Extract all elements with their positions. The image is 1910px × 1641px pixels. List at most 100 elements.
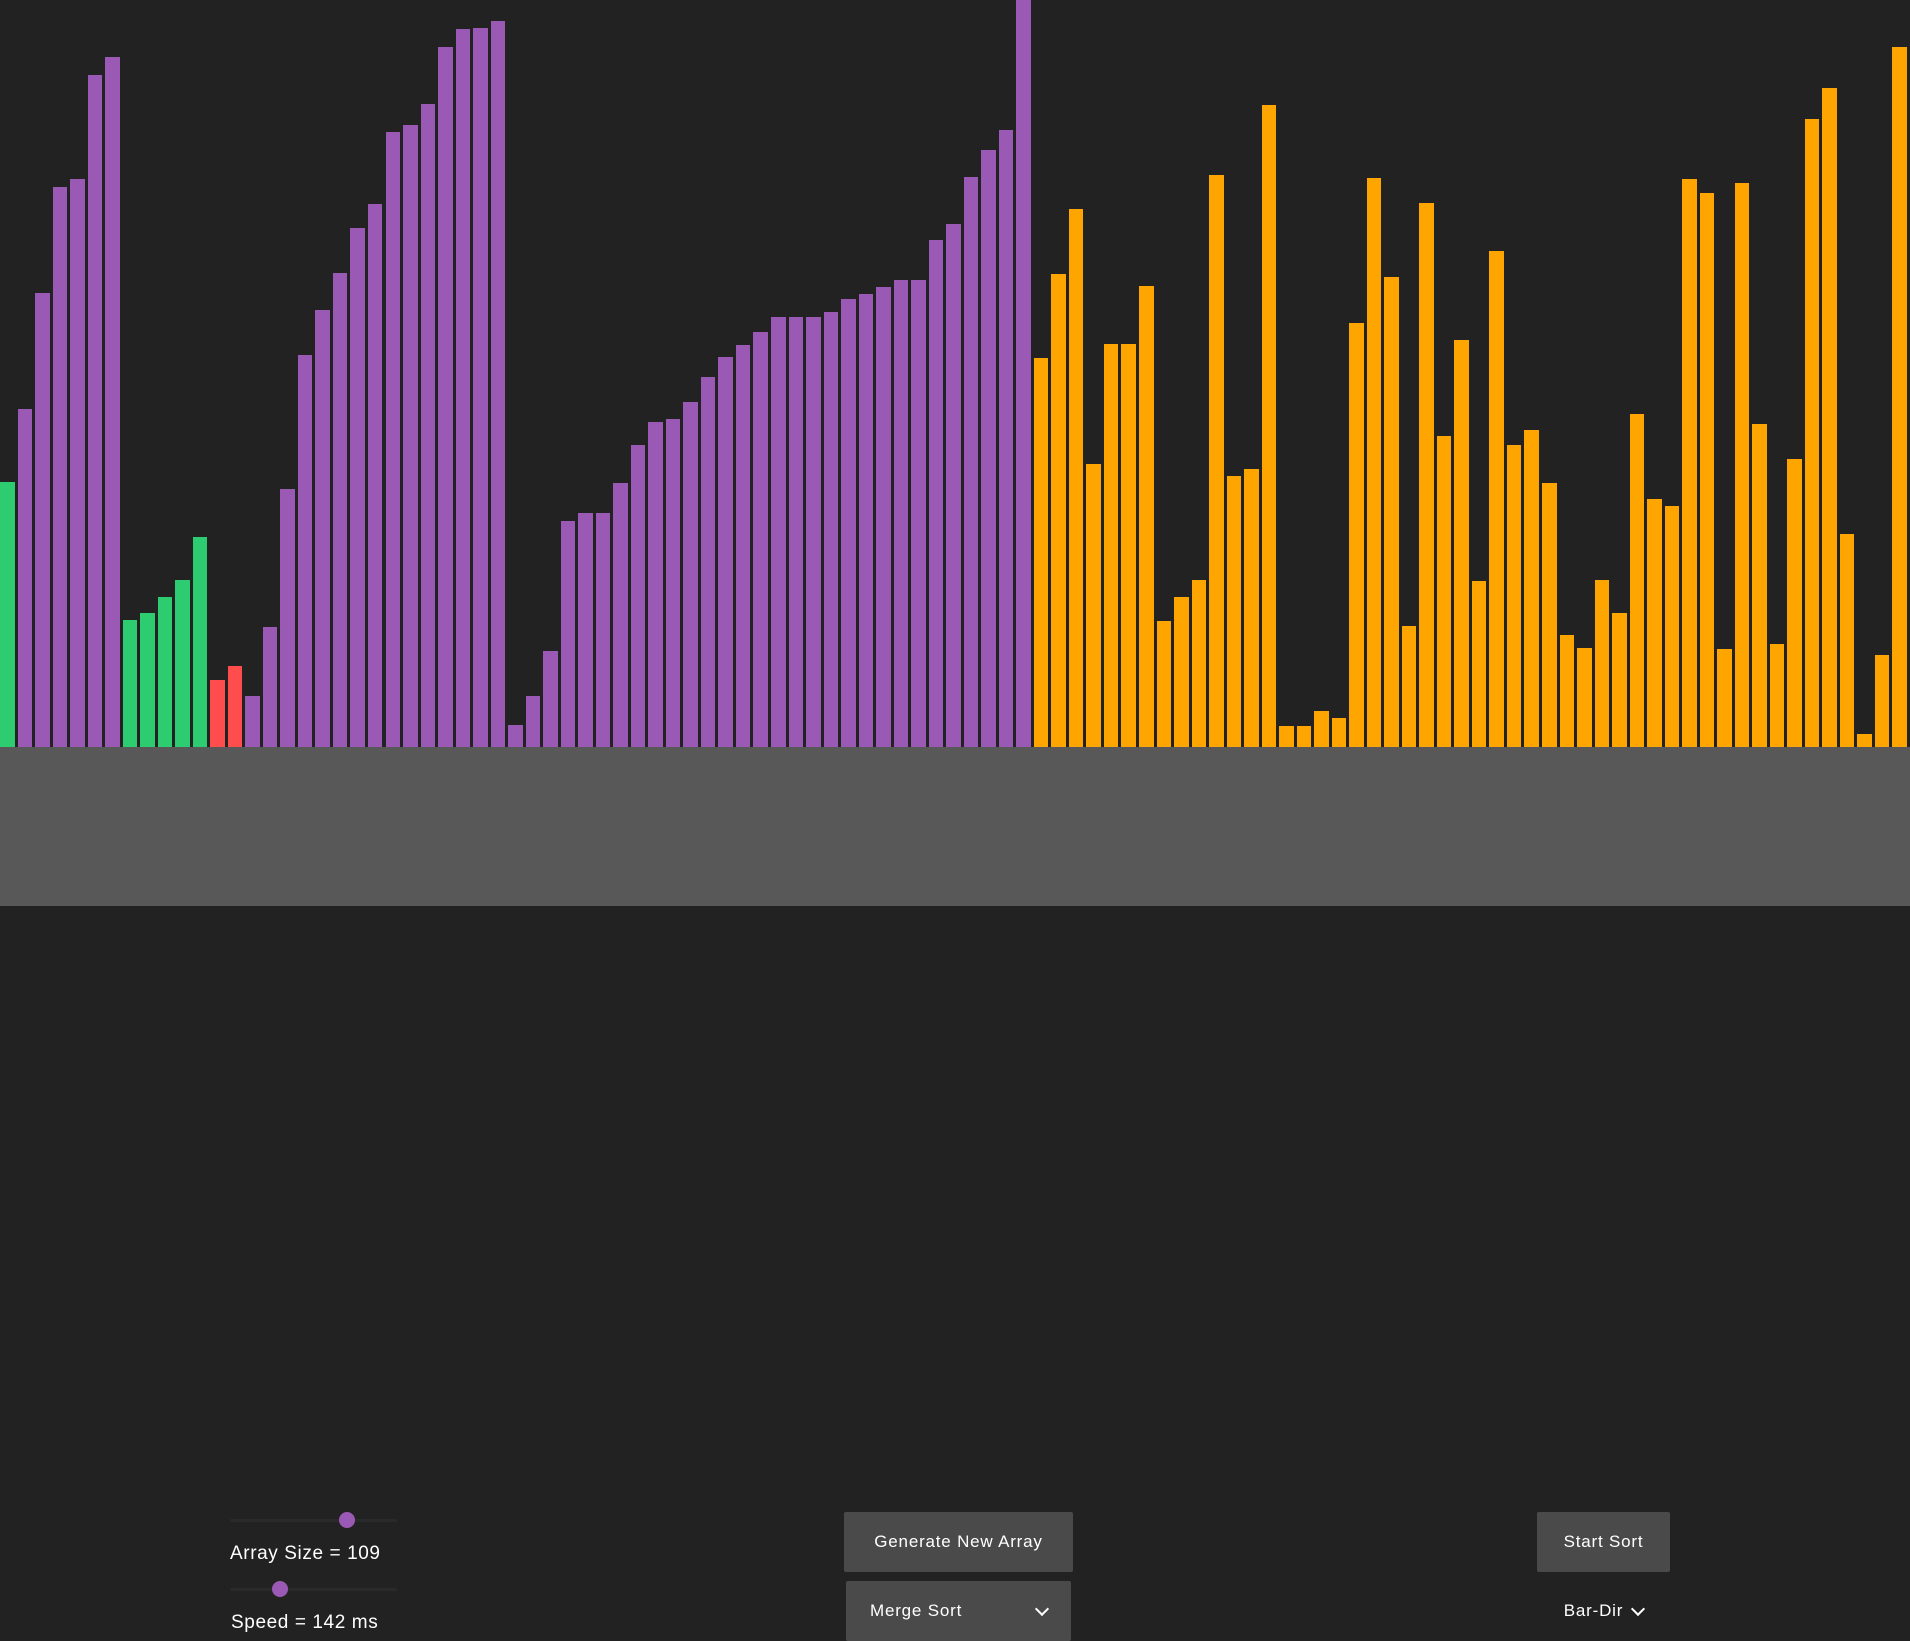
array-bar <box>1664 506 1680 747</box>
array-bar <box>1016 0 1031 747</box>
array-bar <box>1577 648 1592 747</box>
array-bar <box>403 125 418 747</box>
array-bar <box>455 29 471 747</box>
array-bar <box>1454 340 1469 747</box>
array-bar <box>1209 175 1224 747</box>
array-bar <box>280 489 295 747</box>
array-bar <box>1121 344 1136 747</box>
array-bar <box>367 204 383 747</box>
array-bar <box>928 240 944 747</box>
array-size-slider-thumb[interactable] <box>338 1512 355 1528</box>
array-bar <box>858 294 874 747</box>
array-bar <box>1068 209 1084 747</box>
array-bar <box>718 357 733 747</box>
array-bar <box>1857 734 1872 747</box>
array-bar <box>806 317 821 747</box>
array-bar <box>1629 414 1645 747</box>
array-bar <box>1892 47 1907 747</box>
array-bar <box>1051 274 1066 747</box>
array-size-label: Array Size = 109 <box>230 1543 381 1564</box>
array-bar <box>1822 88 1837 747</box>
array-bar <box>1156 621 1172 747</box>
array-bar <box>1506 445 1522 747</box>
array-bar <box>1717 649 1732 747</box>
array-bar <box>998 130 1014 747</box>
array-bar <box>1331 718 1347 747</box>
array-bar <box>841 299 856 747</box>
array-bar <box>438 47 453 747</box>
array-bar <box>105 57 120 747</box>
array-bar <box>35 293 50 747</box>
controls-panel: Array Size = 109 Speed = 142 ms Generate… <box>0 747 1910 1641</box>
array-bar <box>1191 580 1207 747</box>
speed-slider-thumb[interactable] <box>272 1581 289 1597</box>
array-bar <box>473 28 488 747</box>
array-bar <box>175 580 190 747</box>
array-bar <box>700 377 716 747</box>
array-bar <box>1279 726 1294 747</box>
array-bar <box>753 332 768 747</box>
array-bar <box>1103 344 1119 747</box>
array-bar <box>1401 626 1417 747</box>
array-bar <box>560 521 576 747</box>
speed-slider[interactable] <box>230 1581 397 1599</box>
array-bar <box>1752 424 1767 747</box>
array-bar <box>1349 323 1364 747</box>
start-sort-label: Start Sort <box>1563 1532 1644 1551</box>
array-bar <box>1489 251 1504 747</box>
array-bar <box>1471 581 1487 747</box>
array-bar <box>613 483 628 747</box>
array-bar <box>1542 483 1557 747</box>
array-bar <box>1804 119 1820 747</box>
array-bar <box>1296 726 1312 747</box>
array-bar <box>648 422 663 747</box>
array-bar <box>70 179 85 747</box>
array-bar <box>122 620 138 747</box>
array-bar <box>771 317 786 747</box>
algorithm-select[interactable]: Merge Sort <box>846 1581 1071 1641</box>
array-bar <box>665 419 681 747</box>
array-bar <box>52 187 68 747</box>
array-bar <box>683 402 698 747</box>
array-bar <box>823 312 839 747</box>
array-bar <box>1366 178 1382 747</box>
array-bar <box>420 104 436 747</box>
array-bar <box>525 696 541 747</box>
generate-new-array-button[interactable]: Generate New Array <box>844 1512 1073 1572</box>
array-bar <box>1226 476 1242 747</box>
array-bar <box>1261 105 1277 747</box>
array-bar <box>332 273 348 747</box>
array-size-slider[interactable] <box>230 1512 397 1530</box>
array-bar <box>1138 286 1154 747</box>
array-bar <box>1033 358 1049 747</box>
array-bar <box>946 224 961 747</box>
array-bar <box>1787 459 1802 747</box>
array-bar <box>1647 499 1662 747</box>
array-bar <box>1086 464 1101 747</box>
array-bar <box>157 597 173 747</box>
array-bar <box>595 513 611 747</box>
array-bar <box>297 355 313 747</box>
chevron-down-icon <box>1034 1601 1050 1616</box>
array-bar <box>210 680 225 747</box>
array-bar <box>1682 179 1697 747</box>
array-bar <box>140 613 155 747</box>
array-bar <box>1244 469 1259 747</box>
array-bar <box>262 627 278 747</box>
array-bar <box>1314 711 1329 747</box>
algorithm-select-label: Merge Sort <box>870 1601 963 1620</box>
speed-slider-track <box>230 1588 397 1591</box>
array-bar <box>981 150 996 747</box>
array-bar <box>245 696 260 747</box>
array-bar <box>1174 597 1189 747</box>
start-sort-button[interactable]: Start Sort <box>1537 1512 1670 1572</box>
bar-direction-select[interactable]: Bar-Dir <box>1535 1581 1672 1641</box>
array-bar <box>1874 655 1890 747</box>
array-bar <box>0 482 15 747</box>
bar-chart-area <box>0 0 1910 747</box>
generate-new-array-label: Generate New Array <box>874 1532 1043 1551</box>
speed-label: Speed = 142 ms <box>231 1612 379 1633</box>
array-bar <box>1419 203 1434 747</box>
chevron-down-icon <box>1631 1601 1646 1616</box>
array-bar <box>1734 183 1750 747</box>
